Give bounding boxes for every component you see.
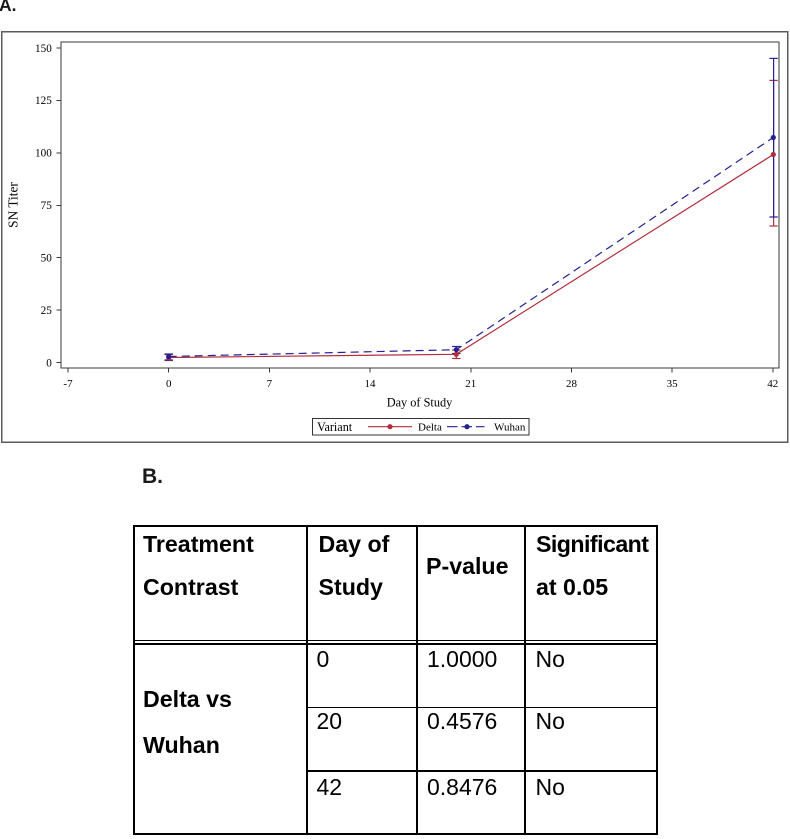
svg-text:25: 25	[41, 305, 53, 317]
svg-text:125: 125	[35, 95, 52, 107]
svg-text:35: 35	[667, 378, 679, 390]
svg-text:150: 150	[35, 43, 52, 55]
svg-text:Day of Study: Day of Study	[387, 396, 453, 410]
svg-text:7: 7	[267, 378, 273, 390]
svg-text:100: 100	[35, 148, 52, 160]
svg-text:50: 50	[41, 253, 53, 265]
svg-text:28: 28	[566, 378, 578, 390]
svg-text:Delta: Delta	[418, 422, 442, 434]
svg-text:Variant: Variant	[317, 420, 353, 434]
svg-text:SN Titer: SN Titer	[6, 182, 21, 228]
svg-text:42: 42	[767, 378, 778, 390]
svg-text:21: 21	[465, 378, 476, 390]
svg-text:14: 14	[365, 378, 377, 390]
svg-text:75: 75	[41, 200, 53, 212]
svg-text:0: 0	[46, 357, 52, 369]
svg-text:-7: -7	[63, 378, 73, 390]
svg-text:Wuhan: Wuhan	[494, 422, 526, 434]
svg-text:0: 0	[166, 378, 172, 390]
